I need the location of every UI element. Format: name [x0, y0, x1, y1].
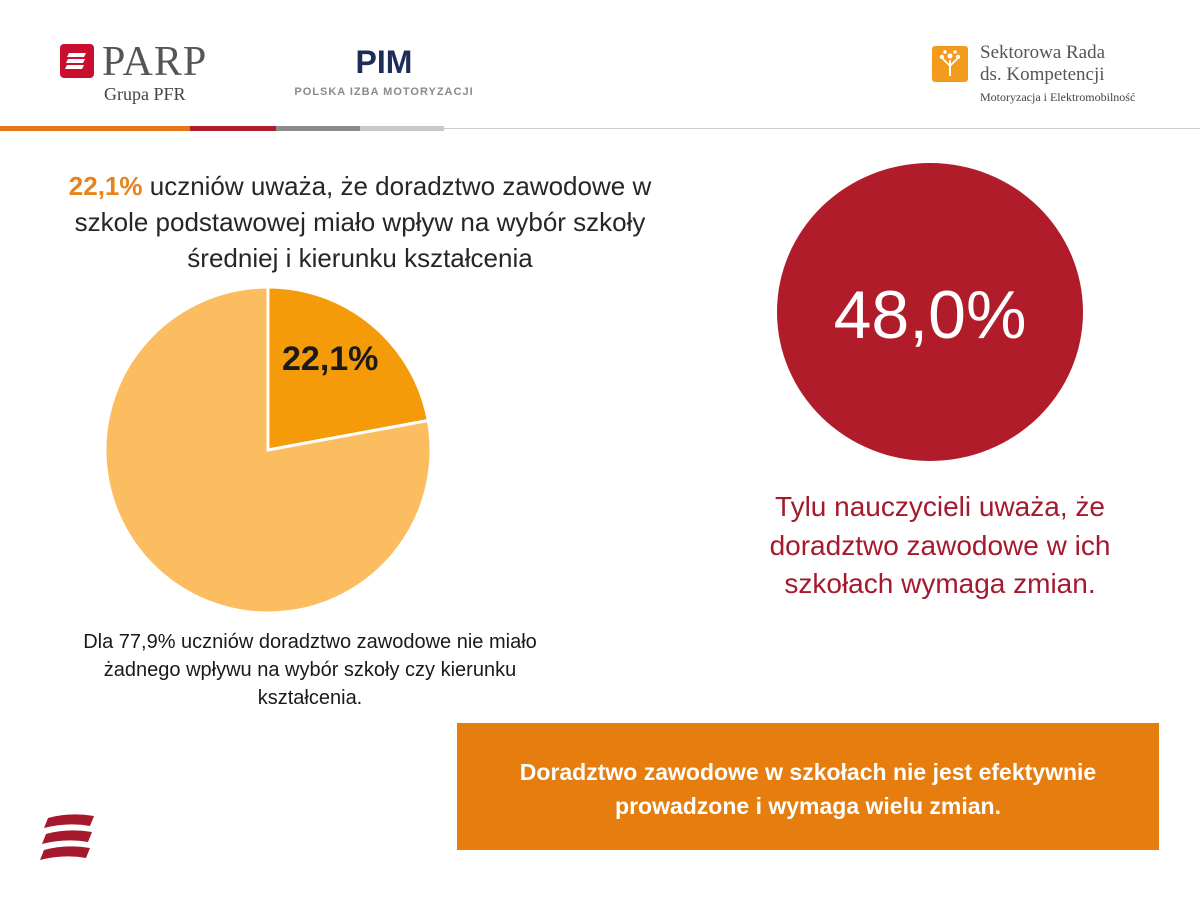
tree-icon — [932, 46, 968, 82]
sektorowa-rada-logo: Sektorowa Rada ds. Kompetencji Motoryzac… — [930, 42, 1170, 112]
stripe-gray — [276, 126, 360, 131]
pim-subtitle: POLSKA IZBA MOTORYZACJI — [294, 86, 474, 98]
sektorowa-rada-line3: Motoryzacja i Elektromobilność — [980, 90, 1136, 104]
pim-logo: PIM POLSKA IZBA MOTORYZACJI — [284, 44, 484, 114]
stat-circle-value: 48,0% — [833, 277, 1027, 353]
pie-chart-svg — [103, 285, 433, 615]
pie-slice-0 — [266, 285, 431, 452]
pie-note: Dla 77,9% uczniów doradztwo zawodowe nie… — [83, 631, 537, 709]
parp-logo: PARP Grupa PFR — [60, 40, 250, 110]
headline: 22,1% uczniów uważa, że doradztwo zawodo… — [40, 168, 680, 276]
pie-chart — [100, 282, 436, 618]
parp-flag-icon — [60, 44, 94, 78]
pie-slice-1 — [103, 285, 433, 615]
stat-circle — [777, 163, 1083, 461]
stripe-orange — [0, 126, 190, 131]
sektorowa-rada-line2: ds. Kompetencji — [980, 64, 1105, 85]
headline-text: uczniów uważa, że doradztwo zawodowe w s… — [74, 171, 652, 273]
stripe-light-gray — [360, 126, 444, 131]
pie-data-label: 22,1% — [282, 340, 379, 378]
pim-name: PIM — [355, 44, 413, 80]
sektorowa-rada-line1: Sektorowa Rada — [980, 42, 1106, 63]
stat-circle-caption: Tylu nauczycieli uważa, że doradztwo zaw… — [769, 491, 1111, 599]
conclusion-banner — [457, 723, 1159, 850]
header-rule — [444, 128, 1200, 129]
headline-percent: 22,1% — [68, 171, 143, 201]
parp-name: PARP — [102, 39, 208, 85]
parp-subtitle: Grupa PFR — [104, 84, 186, 104]
conclusion-banner-text: Doradztwo zawodowe w szkołach nie jest e… — [519, 759, 1097, 819]
stripe-red — [190, 126, 276, 131]
parp-flag-corner-icon — [40, 814, 94, 860]
